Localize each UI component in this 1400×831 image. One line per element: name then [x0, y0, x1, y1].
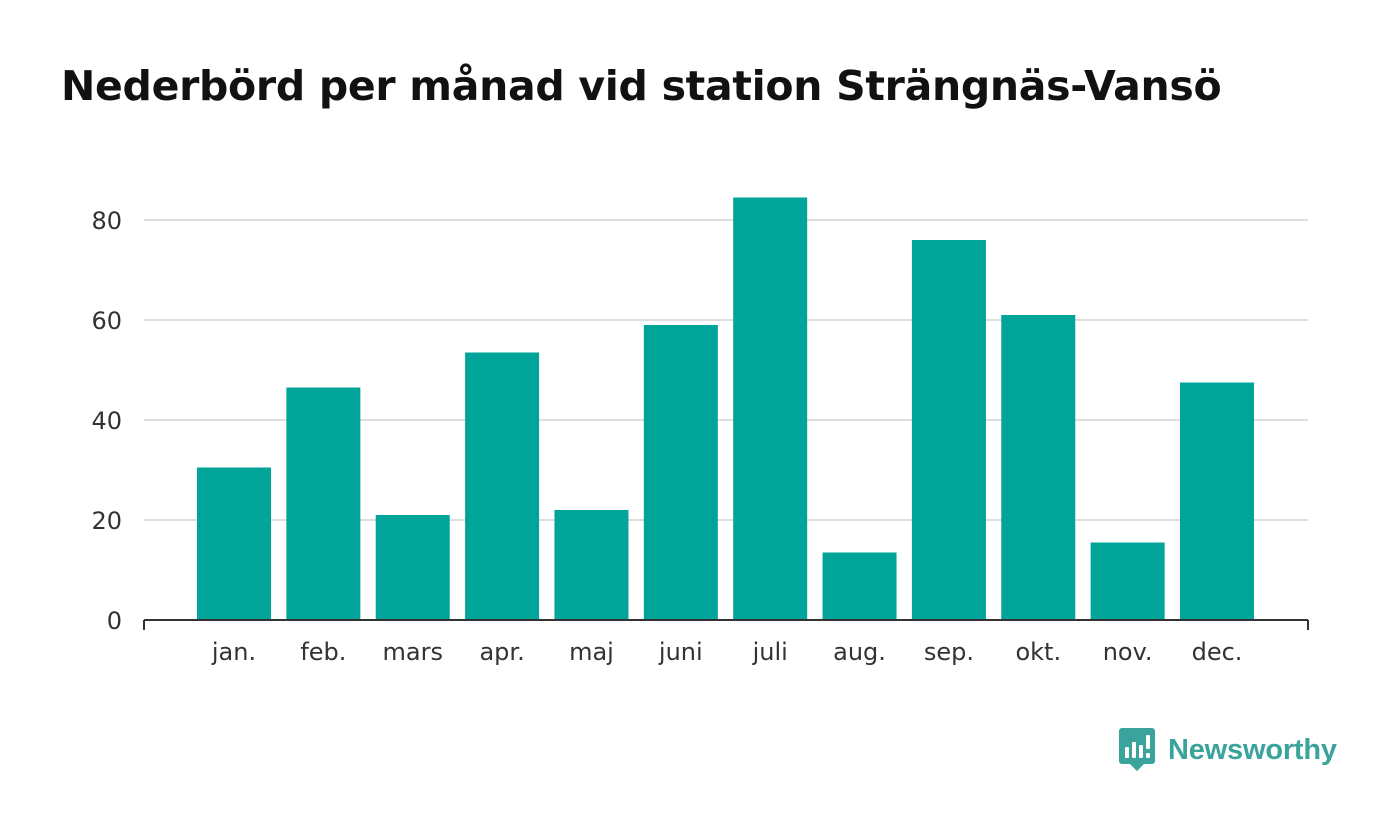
- x-tick-label: juni: [658, 638, 703, 666]
- y-tick-label: 80: [91, 207, 122, 235]
- x-tick-label: aug.: [833, 638, 886, 666]
- bar-11: [1180, 382, 1254, 620]
- x-tick-label: nov.: [1103, 638, 1153, 666]
- x-tick-label: juli: [752, 638, 788, 666]
- bar-10: [1090, 542, 1165, 620]
- x-tick-label: jan.: [211, 638, 256, 666]
- x-tick-label: sep.: [924, 638, 974, 666]
- x-tick-label: feb.: [300, 638, 346, 666]
- bar-5: [643, 325, 718, 620]
- bar-7: [822, 552, 897, 620]
- chart-title: Nederbörd per månad vid station Strängnä…: [61, 62, 1222, 110]
- bars: [197, 197, 1254, 620]
- bar-6: [733, 197, 808, 620]
- bar-1: [286, 387, 361, 620]
- bar-3: [465, 352, 540, 620]
- newsworthy-chart-bubble-icon: [1119, 728, 1155, 771]
- x-axis: jan. feb. mars apr. maj juni juli aug. sep. okt. n…: [143, 619, 1309, 666]
- x-tick-label: dec.: [1192, 638, 1243, 666]
- newsworthy-logo: Newsworthy: [1119, 728, 1337, 772]
- bar-8: [911, 240, 986, 620]
- bar-4: [554, 510, 629, 620]
- x-tick-label: maj: [569, 638, 614, 666]
- x-tick-label: mars: [382, 638, 442, 666]
- y-tick-label: 60: [91, 307, 122, 335]
- brand-name: Newsworthy: [1168, 733, 1337, 766]
- bar-0: [197, 467, 271, 620]
- y-tick-label: 20: [91, 507, 122, 535]
- y-tick-label: 40: [91, 407, 122, 435]
- bar-9: [1001, 315, 1076, 620]
- bar-2: [375, 515, 450, 620]
- y-axis-ticks: 0 20 40 60 80: [91, 207, 122, 635]
- x-tick-label: apr.: [479, 638, 524, 666]
- x-tick-label: okt.: [1015, 638, 1061, 666]
- y-tick-label: 0: [107, 607, 122, 635]
